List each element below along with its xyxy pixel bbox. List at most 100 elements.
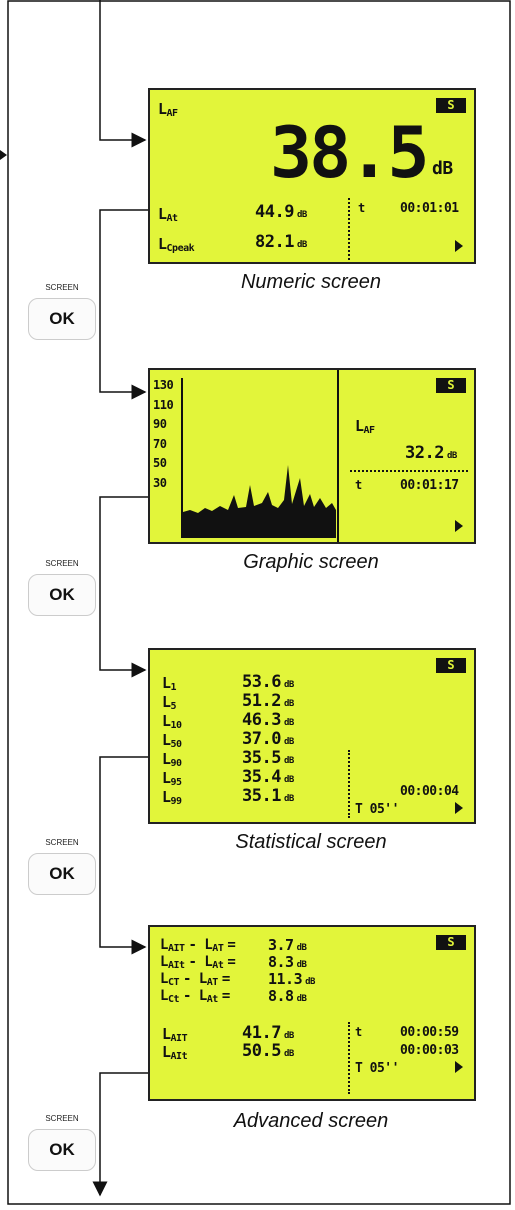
row-label: L1 [162,674,176,693]
diff-label: LAIt- LAt= [160,954,235,971]
sub: Ct [168,994,179,1005]
ok-key[interactable]: OK [28,574,96,616]
button-label: SCREEN [28,559,96,568]
label: L [162,1043,171,1061]
label: L [158,235,167,253]
badge: S [436,378,466,393]
unit: dB [432,158,453,179]
sub: AF [167,108,178,119]
screen-button[interactable]: SCREEN OK [28,1114,96,1171]
value: 11.3 [268,970,302,988]
ok-key[interactable]: OK [28,853,96,895]
value: 82.1 [255,232,294,252]
badge: S [436,98,466,113]
page: SCREEN OK SCREEN OK SCREEN OK SCREEN OK LAF … [0,0,515,1210]
sub: At [212,960,223,971]
label: L [162,750,171,768]
unit: dB [297,240,307,250]
value: 41.7 [242,1023,281,1043]
sub: AIt [168,960,185,971]
value: 51.2 [242,691,281,711]
label: L [160,988,168,1004]
sub: AT [207,977,218,988]
button-label: SCREEN [28,1114,96,1123]
sub: AIT [168,943,185,954]
label: L [355,417,364,435]
label: L [162,712,171,730]
sub: 90 [171,758,182,769]
screen-button[interactable]: SCREEN OK [28,559,96,616]
label: L [158,100,167,118]
row-label: LAIt [162,1043,187,1062]
row-label: L10 [162,712,182,731]
unit: dB [284,718,294,728]
label: L [162,674,171,692]
time: 00:01:01 [400,201,459,216]
caption: Graphic screen [148,551,474,574]
value: 44.9 [255,202,294,222]
sub: CT [168,977,179,988]
sub: 10 [171,720,182,731]
label: L [162,693,171,711]
sub: 50 [171,739,182,750]
sub: Cpeak [167,243,195,254]
unit: dB [297,210,307,220]
time: 00:00:03 [400,1043,459,1058]
sub: 5 [171,701,177,712]
button-label: SCREEN [28,283,96,292]
value: 35.5 [242,748,281,768]
label: L [158,205,167,223]
value: 50.5 [242,1041,281,1061]
diff-value: 11.3dB [268,970,315,988]
row-label: L99 [162,788,182,807]
equals: = [222,988,230,1004]
screen-button[interactable]: SCREEN OK [28,838,96,895]
diff-label: LCT- LAT= [160,971,230,988]
value: 53.6 [242,672,281,692]
label: L [162,788,171,806]
diff-value: 3.7dB [268,936,306,954]
value: 8.3 [268,953,294,971]
ok-key[interactable]: OK [28,298,96,340]
unit: dB [284,775,294,785]
equals: = [222,971,230,987]
unit: dB [284,1031,294,1041]
sub: AIt [171,1051,188,1062]
value: 32.2 [405,443,444,463]
period: T 05'' [355,802,399,817]
label: L [162,1025,171,1043]
label: - L [189,954,213,970]
label: L [162,769,171,787]
ok-key[interactable]: OK [28,1129,96,1171]
badge: S [436,935,466,950]
caption: Statistical screen [148,831,474,854]
unit: dB [284,756,294,766]
time-label: t [358,201,365,215]
unit: dB [284,699,294,709]
screen-button[interactable]: SCREEN OK [28,283,96,340]
sub: At [207,994,218,1005]
time-label: t [355,478,362,492]
unit: dB [297,943,307,953]
label: L [160,937,168,953]
value: 37.0 [242,729,281,749]
value: 35.1 [242,786,281,806]
caption: Advanced screen [148,1110,474,1133]
diff-label: LCt- LAt= [160,988,230,1005]
unit: dB [284,794,294,804]
time: 00:01:17 [400,478,459,493]
row-label: LAIT [162,1025,187,1044]
button-label: SCREEN [28,838,96,847]
unit: dB [297,960,307,970]
label: - L [183,971,207,987]
